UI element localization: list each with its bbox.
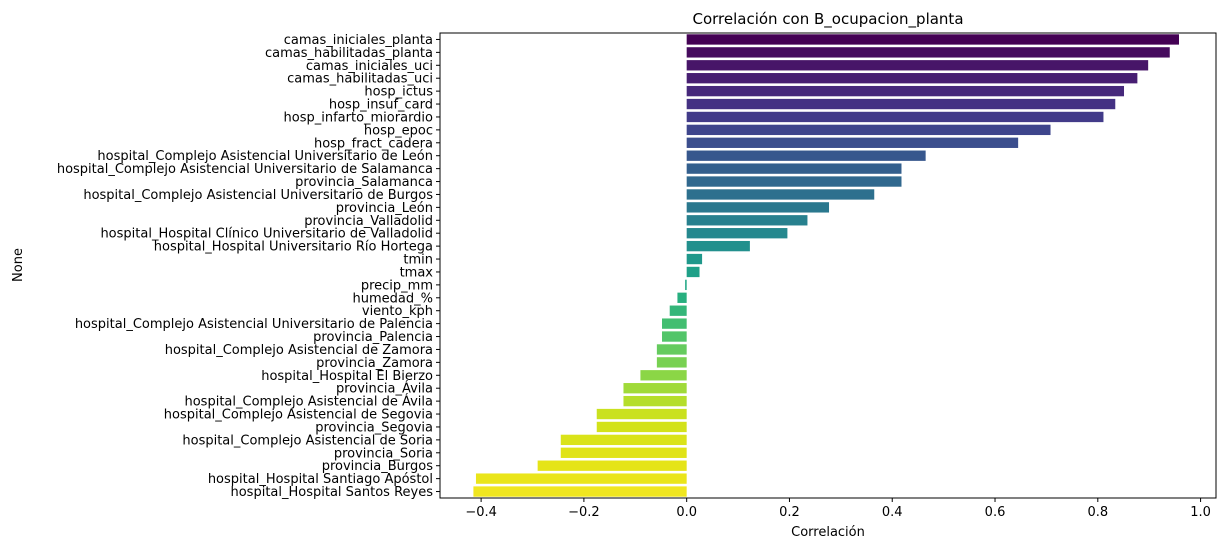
y-tick-label: provincia_Ávila <box>336 381 433 397</box>
y-tick-label: camas_habilitadas_uci <box>287 72 433 87</box>
y-tick-label: hospital_Complejo Asistencial Universita… <box>57 162 433 177</box>
y-tick-label: tmax <box>400 265 434 280</box>
bar <box>686 253 703 265</box>
y-tick-label: hospital_Hospital Clínico Universitario … <box>100 227 433 242</box>
x-tick-label: 0.4 <box>882 505 903 520</box>
y-tick-label: hosp_epoc <box>364 123 433 138</box>
bar <box>686 163 902 174</box>
y-tick-label: hospital_Hospital Santos Reyes <box>230 485 433 500</box>
x-tick-label: 0.2 <box>779 505 800 520</box>
bar <box>662 318 687 329</box>
x-tick-label: 0.6 <box>985 505 1006 520</box>
bar <box>475 473 687 484</box>
bar <box>596 421 687 433</box>
bar <box>686 215 808 226</box>
bar <box>686 124 1051 136</box>
x-tick-label: −0.4 <box>465 505 497 520</box>
bar <box>656 357 687 368</box>
bar <box>686 240 750 252</box>
y-tick-label: hospital_Complejo Asistencial Universita… <box>83 188 433 203</box>
y-tick-label: hospital_Complejo Asistencial de Soria <box>182 433 433 448</box>
bar <box>686 47 1170 58</box>
bar <box>686 137 1019 148</box>
bar <box>686 34 1179 45</box>
x-axis-label: Correlación <box>791 525 865 540</box>
y-tick-labels: camas_iniciales_plantacamas_habilitadas_… <box>57 33 440 500</box>
y-tick-label: hospital_Complejo Asistencial Universita… <box>75 317 433 332</box>
y-tick-label: humedad_% <box>353 291 433 306</box>
bar <box>686 60 1149 71</box>
y-tick-label: hosp_ictus <box>364 85 433 100</box>
bar <box>662 331 687 342</box>
x-tick-label: 0.8 <box>1087 505 1108 520</box>
y-tick-label: precip_mm <box>361 278 433 293</box>
y-tick-label: camas_iniciales_planta <box>284 33 433 48</box>
y-tick-label: hospital_Hospital Santiago Apóstol <box>208 472 433 487</box>
bar <box>596 408 687 420</box>
y-tick-label: tmin <box>403 253 433 268</box>
y-tick-label: hosp_fract_cadera <box>314 136 433 151</box>
bar <box>686 150 926 161</box>
bar <box>560 447 687 458</box>
y-tick-label: hospital_Complejo Asistencial de Segovia <box>164 408 433 423</box>
y-tick-label: provincia_Soria <box>334 446 433 461</box>
bar <box>686 176 902 187</box>
bar <box>560 434 687 446</box>
y-tick-label: viento_kph <box>362 304 433 319</box>
y-tick-label: hosp_insuf_card <box>329 98 433 113</box>
x-tick-labels: −0.4 −0.2 0.0 0.2 0.4 0.6 0.8 1.0 <box>465 498 1211 520</box>
x-tick-label: 0.0 <box>676 505 697 520</box>
y-tick-label: camas_iniciales_uci <box>306 59 433 74</box>
y-axis-label: None <box>11 248 26 282</box>
y-tick-label: provincia_Burgos <box>322 459 434 474</box>
bar <box>623 395 687 407</box>
y-tick-label: hospital_Complejo Asistencial Universita… <box>97 149 433 164</box>
bar <box>537 460 687 471</box>
bar <box>686 73 1138 84</box>
y-tick-label: provincia_Valladolid <box>304 214 433 229</box>
bar <box>686 228 788 239</box>
bar <box>686 266 700 278</box>
bar <box>686 202 830 213</box>
bar <box>686 189 875 200</box>
bars-group <box>473 34 1179 497</box>
y-tick-label: hospital_Hospital Universitario Río Hort… <box>154 240 433 255</box>
plot-frame <box>439 32 1217 499</box>
y-tick-label: hospital_Hospital El Bierzo <box>261 369 433 384</box>
chart-title: Correlación con B_ocupacion_planta <box>692 10 963 29</box>
y-tick-label: camas_habilitadas_planta <box>265 46 433 61</box>
y-tick-label: provincia_Segovia <box>315 420 433 435</box>
bar <box>669 305 687 316</box>
bar <box>686 98 1116 110</box>
bar <box>473 486 687 497</box>
bar <box>677 292 687 303</box>
y-tick-label: provincia_Palencia <box>313 330 433 345</box>
x-tick-label: 1.0 <box>1190 505 1211 520</box>
y-tick-label: provincia_Salamanca <box>295 175 433 190</box>
x-tick-label: −0.2 <box>568 505 600 520</box>
bar <box>685 279 687 291</box>
y-tick-label: hosp_infarto_miorardio <box>284 110 434 125</box>
y-tick-label: hospital_Complejo Asistencial de Ávila <box>184 394 433 410</box>
bar <box>656 344 687 355</box>
bar <box>623 383 687 394</box>
bar <box>640 370 687 381</box>
y-tick-label: hospital_Complejo Asistencial de Zamora <box>165 343 433 358</box>
y-tick-label: provincia_Zamora <box>316 356 433 371</box>
bar <box>686 111 1104 123</box>
y-tick-label: provincia_León <box>336 201 433 216</box>
bar <box>686 85 1125 97</box>
